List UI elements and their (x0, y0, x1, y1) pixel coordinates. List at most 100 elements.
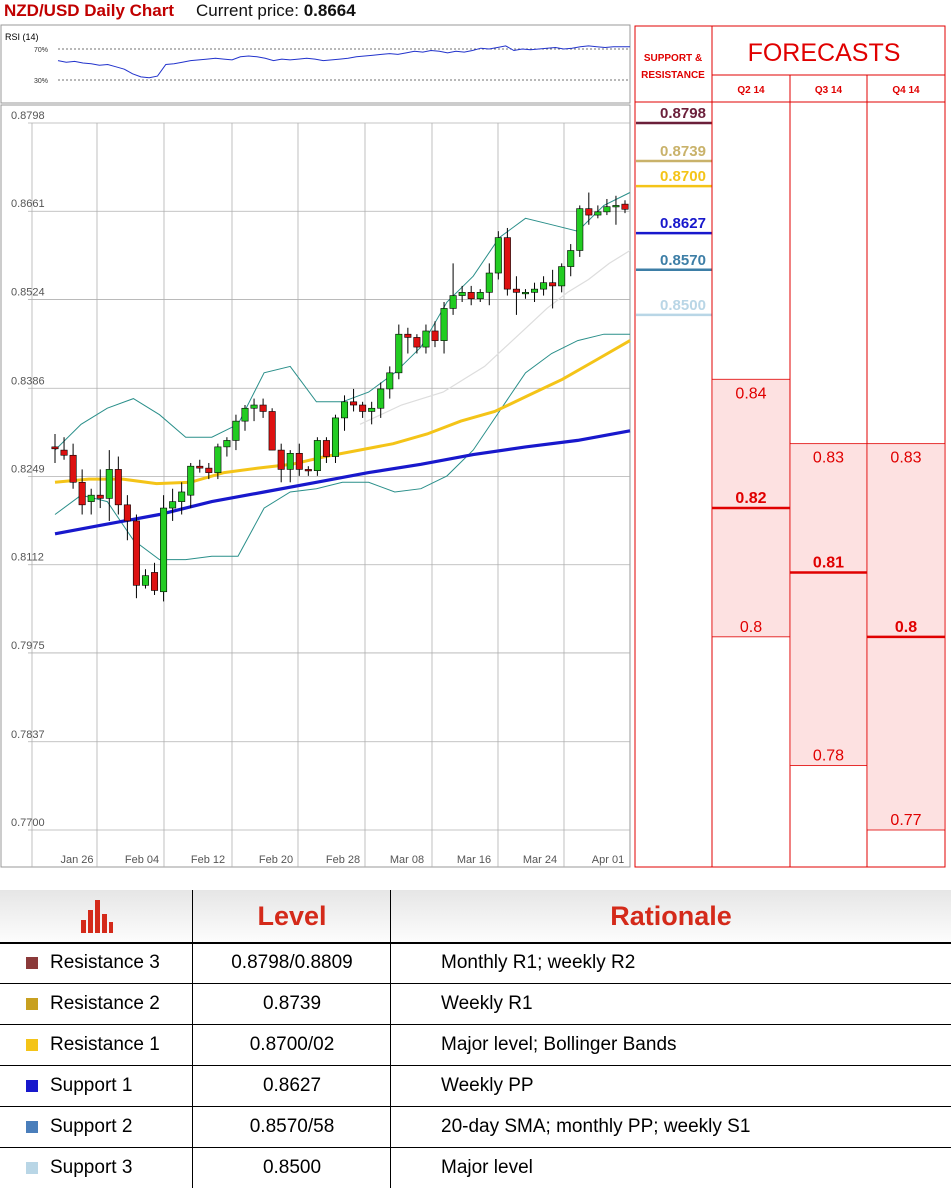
candle-10 (141, 569, 149, 589)
candle-42 (431, 321, 439, 348)
candle-7 (114, 456, 122, 515)
forecast-range-1 (789, 443, 868, 767)
candle-body-45 (458, 292, 466, 296)
candle-37 (386, 366, 394, 399)
level-name: Support 1 (50, 1074, 133, 1096)
table-row: Support 3 0.8500 Major level (0, 1147, 951, 1188)
table-row: Resistance 1 0.8700/02 Major level; Bollin… (0, 1024, 951, 1066)
forecast-mid-label-1: 0.81 (813, 554, 844, 571)
candle-body-4 (87, 494, 95, 502)
table-row: Resistance 3 0.8798/0.8809 Monthly R1; wee… (0, 942, 951, 984)
candle-body-50 (503, 237, 511, 290)
level-color-swatch (26, 1120, 38, 1133)
forecast-quarter-label-2: Q4 14 (892, 85, 920, 96)
candle-body-21 (241, 407, 249, 422)
candle-24 (268, 408, 276, 451)
level-name: Support 3 (50, 1156, 133, 1178)
candle-body-62 (612, 205, 620, 208)
x-axis-ticks: Jan 26 Feb 04 Feb 12 Feb 20 Feb 28 Mar 08 Mar … (60, 854, 624, 866)
candle-11 (151, 562, 159, 595)
candle-55 (549, 269, 557, 309)
candle-body-35 (368, 407, 376, 412)
forecast-high-label-1: 0.83 (813, 450, 844, 467)
candle-52 (521, 289, 529, 299)
rsi-level-30-label: 30% (34, 78, 48, 85)
level-rationale: 20-day SMA; monthly PP; weekly S1 (390, 1106, 951, 1147)
level-value: 0.8798/0.8809 (192, 942, 391, 983)
candle-body-30 (322, 440, 330, 457)
sr-level-2: 0.8700 (636, 168, 712, 188)
candle-body-53 (531, 288, 539, 293)
candle-body-24 (268, 411, 276, 451)
candle-body-15 (187, 465, 195, 496)
sma-mid-line (54, 339, 631, 486)
candle-51 (512, 276, 520, 315)
candle-body-7 (114, 469, 122, 506)
candle-50 (503, 227, 511, 296)
current-price-label: Current price: (196, 1, 299, 20)
table-header-icon-cell (0, 890, 192, 942)
x-tick-label-8: Apr 01 (592, 854, 624, 866)
table-header-shade (0, 890, 951, 948)
forecast-columns: Q2 14 0.84 0.82 0.8 Q3 14 0.83 0.81 0.78 Q4 14 0.… (711, 75, 946, 867)
candle-body-48 (485, 272, 493, 293)
level-color-swatch (26, 1161, 38, 1174)
chart-title: NZD/USD Daily Chart (4, 1, 175, 20)
sr-label-line1: SUPPORT & (644, 53, 702, 64)
sr-level-label-5: 0.8500 (660, 297, 706, 314)
candle-31 (331, 414, 339, 463)
candle-35 (368, 401, 376, 425)
level-name: Resistance 1 (50, 1033, 160, 1055)
level-name: Support 2 (50, 1115, 133, 1137)
candle-body-59 (585, 208, 593, 216)
level-rationale: Monthly R1; weekly R2 (390, 942, 951, 983)
price-panel-frame (0, 104, 631, 868)
level-name: Resistance 2 (50, 992, 160, 1014)
candle-25 (277, 443, 285, 483)
candle-body-0 (51, 446, 59, 450)
candlesticks (51, 192, 629, 602)
candle-23 (259, 398, 267, 418)
candle-body-60 (594, 211, 602, 216)
candle-12 (160, 495, 168, 602)
level-value: 0.8570/58 (192, 1106, 391, 1147)
candle-34 (359, 401, 367, 418)
candle-body-5 (96, 494, 104, 499)
sr-level-label-2: 0.8700 (660, 168, 706, 185)
y-tick-label-5: 0.8112 (11, 552, 44, 564)
candle-body-14 (178, 491, 186, 502)
rsi-level-70-label: 70% (34, 47, 48, 54)
chart-header: NZD/USD Daily Chart Current price: 0.866… (0, 0, 630, 24)
level-name: Resistance 3 (50, 951, 160, 973)
forecast-low-label-0: 0.8 (740, 619, 762, 636)
x-tick-label-7: Mar 24 (523, 854, 557, 866)
candle-8 (123, 495, 131, 541)
rsi-frame (0, 24, 631, 104)
candle-body-57 (567, 250, 575, 267)
candle-body-49 (494, 237, 502, 274)
sr-level-5: 0.8500 (636, 297, 712, 317)
candle-body-36 (377, 388, 385, 409)
candle-body-52 (521, 292, 529, 295)
sr-level-4: 0.8570 (636, 252, 712, 272)
level-name-cell: Resistance 3 (0, 942, 192, 983)
candle-47 (476, 289, 484, 303)
level-rationale: Weekly PP (390, 1065, 951, 1106)
candle-body-2 (69, 454, 77, 483)
candle-body-1 (60, 449, 68, 456)
table-header-level: Level (192, 890, 391, 942)
level-value: 0.8500 (192, 1147, 391, 1188)
rsi-label: RSI (14) (5, 32, 39, 42)
candle-body-3 (78, 481, 86, 506)
candle-body-28 (304, 469, 312, 472)
candle-4 (87, 488, 95, 515)
sr-panel-frame (634, 25, 713, 868)
bollinger-lower-line (54, 333, 630, 561)
candle-body-23 (259, 404, 267, 412)
level-color-swatch (26, 997, 38, 1010)
candle-body-18 (214, 446, 222, 473)
x-tick-label-0: Jan 26 (60, 854, 93, 866)
y-tick-label-8: 0.7700 (11, 817, 45, 829)
candle-45 (458, 285, 466, 303)
candle-body-29 (313, 440, 321, 472)
